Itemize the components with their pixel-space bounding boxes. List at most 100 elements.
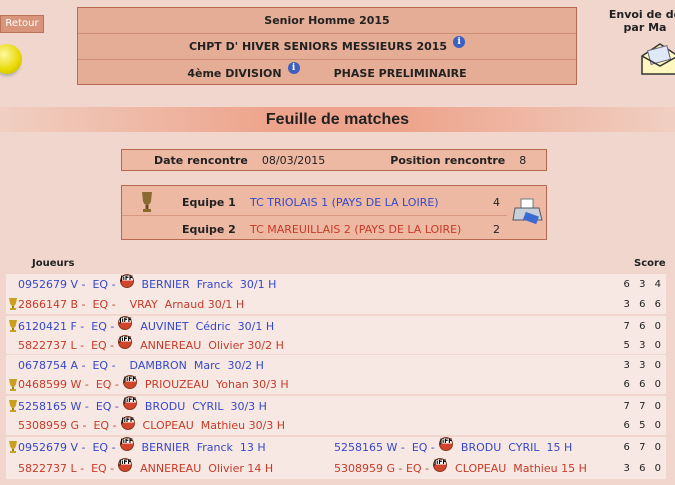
page-title: Feuille de matches bbox=[0, 107, 675, 132]
jiff-badge-icon: JiFF bbox=[120, 415, 135, 430]
player: 5258165 W - EQ - JiFF BRODU CYRIL 30/3 H bbox=[18, 396, 267, 413]
date-value: 08/03/2015 bbox=[261, 153, 326, 167]
phase-label: PHASE PRELIMINAIRE bbox=[333, 66, 467, 80]
position-label: Position rencontre bbox=[390, 153, 506, 167]
player-name[interactable]: BERNIER Franck 30/1 H bbox=[141, 277, 277, 291]
player-name[interactable]: DAMBRON Marc 30/2 H bbox=[129, 358, 264, 372]
player-name[interactable]: PRIOUZEAU Yohan 30/3 H bbox=[144, 378, 289, 391]
jiff-badge-icon: JiFF bbox=[118, 316, 133, 330]
player: 5822737 L - EQ - JiFF ANNEREAU Olivier 14 … bbox=[18, 458, 274, 475]
player-name[interactable]: ANNEREAU Olivier 30/2 H bbox=[140, 338, 284, 352]
licence-number: 2866147 B - EQ - bbox=[18, 297, 116, 311]
licence-number: 0952679 V - EQ - bbox=[18, 440, 116, 454]
jiff-badge-icon: JiFF bbox=[119, 437, 134, 451]
set-scores: 6 5 0 bbox=[623, 420, 664, 431]
player-name[interactable]: BERNIER Franck 13 H bbox=[141, 440, 266, 454]
player: 6120421 F - EQ - JiFF AUVINET Cédric 30/1 … bbox=[18, 316, 275, 333]
licence-number: 5822737 L - EQ - bbox=[18, 461, 115, 475]
set-scores: 3 6 6 bbox=[623, 298, 664, 310]
player: 5258165 W - EQ - JiFF BRODU CYRIL 15 H bbox=[334, 437, 573, 454]
player: 5308959 G - EQ - JiFF CLOPEAU Mathieu 15 H bbox=[334, 458, 587, 475]
jiff-badge-icon: JiFF bbox=[122, 374, 137, 389]
team-2-row: Equipe 2 TC MAREUILLAIS 2 (PAYS DE LA LO… bbox=[122, 216, 507, 242]
player-name[interactable]: ANNEREAU Olivier 14 H bbox=[140, 461, 274, 475]
division-label: 4ème DIVISION bbox=[187, 66, 282, 80]
player: 2866147 B - EQ - VRAY Arnaud 30/1 H bbox=[18, 298, 244, 311]
winner-trophy-icon bbox=[8, 378, 18, 391]
score-column-header: Score bbox=[634, 258, 666, 269]
tennis-ball-icon bbox=[0, 44, 22, 74]
date-label: Date rencontre bbox=[154, 153, 248, 167]
licence-number: 6120421 F - EQ - bbox=[18, 319, 115, 333]
category-title: Senior Homme 2015 bbox=[264, 14, 390, 27]
jiff-badge-icon: JiFF bbox=[433, 458, 448, 472]
match-group: 0678754 A - EQ - DAMBRON Marc 30/2 H 3 3 0… bbox=[6, 355, 666, 394]
set-scores: 5 3 0 bbox=[623, 339, 664, 351]
winner-trophy-icon bbox=[8, 320, 18, 332]
set-scores: 6 6 0 bbox=[623, 379, 664, 390]
set-scores: 3 6 0 bbox=[623, 462, 664, 474]
team-label: Equipe 1 bbox=[182, 196, 236, 209]
team-score: 2 bbox=[493, 222, 500, 236]
teams-box: Equipe 1 TC TRIOLAIS 1 (PAYS DE LA LOIRE… bbox=[121, 185, 547, 240]
player: 0952679 V - EQ - JiFF BERNIER Franck 30/1 … bbox=[18, 274, 277, 291]
licence-number: 5258165 W - EQ - bbox=[334, 440, 435, 454]
envoi-link[interactable]: Envoi de do par Ma bbox=[608, 8, 675, 34]
licence-number: 5308959 G - EQ - bbox=[18, 419, 117, 432]
player: 0952679 V - EQ - JiFF BERNIER Franck 13 H bbox=[18, 437, 266, 454]
player-name[interactable]: BRODU CYRIL 15 H bbox=[460, 440, 573, 454]
team-name[interactable]: TC TRIOLAIS 1 (PAYS DE LA LOIRE) bbox=[250, 196, 439, 209]
trophy-icon bbox=[142, 192, 152, 212]
set-scores: 3 3 0 bbox=[623, 359, 664, 371]
match-line: 5258165 W - EQ - JiFF BRODU CYRIL 30/3 H 7 … bbox=[6, 396, 666, 416]
player-name[interactable]: CLOPEAU Mathieu 30/3 H bbox=[142, 419, 286, 432]
player-name[interactable]: CLOPEAU Mathieu 15 H bbox=[455, 461, 587, 475]
match-line: 0678754 A - EQ - DAMBRON Marc 30/2 H 3 3 0 bbox=[6, 355, 666, 375]
team-score: 4 bbox=[493, 196, 500, 209]
rencontre-info: Date rencontre 08/03/2015 Position renco… bbox=[121, 149, 547, 171]
jiff-badge-icon: JiFF bbox=[118, 458, 133, 472]
player-name[interactable]: VRAY Arnaud 30/1 H bbox=[129, 297, 245, 311]
match-group: 0952679 V - EQ - JiFF BERNIER Franck 30/1 … bbox=[6, 274, 666, 314]
licence-number: 0468599 W - EQ - bbox=[18, 378, 119, 391]
envelope-icon[interactable] bbox=[640, 42, 675, 76]
match-line: 2866147 B - EQ - VRAY Arnaud 30/1 H 3 6 6 bbox=[6, 294, 666, 314]
match-line: 5822737 L - EQ - JiFF ANNEREAU Olivier 14 … bbox=[6, 458, 666, 478]
match-line: 5308959 G - EQ - JiFF CLOPEAU Mathieu 30/3… bbox=[6, 415, 666, 436]
match-line: 6120421 F - EQ - JiFF AUVINET Cédric 30/1 … bbox=[6, 316, 666, 336]
players-column-header: Joueurs bbox=[32, 258, 75, 269]
printer-icon[interactable] bbox=[512, 198, 544, 228]
jiff-badge-icon: JiFF bbox=[438, 437, 453, 451]
winner-trophy-icon bbox=[8, 441, 18, 453]
licence-number: 0678754 A - EQ - bbox=[18, 358, 116, 372]
championship-title: CHPT D' HIVER SENIORS MESSIEURS 2015 bbox=[188, 40, 448, 53]
team-label: Equipe 2 bbox=[182, 222, 236, 236]
player-name[interactable]: BRODU CYRIL 30/3 H bbox=[144, 399, 267, 413]
licence-number: 5258165 W - EQ - bbox=[18, 399, 119, 413]
match-group: 6120421 F - EQ - JiFF AUVINET Cédric 30/1 … bbox=[6, 316, 666, 354]
match-line: 0952679 V - EQ - JiFF BERNIER Franck 30/1 … bbox=[6, 274, 666, 294]
info-icon[interactable]: i bbox=[287, 62, 300, 74]
match-group: 5258165 W - EQ - JiFF BRODU CYRIL 30/3 H 7 … bbox=[6, 396, 666, 435]
team-name[interactable]: TC MAREUILLAIS 2 (PAYS DE LA LOIRE) bbox=[250, 222, 462, 236]
set-scores: 7 6 0 bbox=[623, 320, 664, 332]
player: 0678754 A - EQ - DAMBRON Marc 30/2 H bbox=[18, 359, 264, 372]
licence-number: 5308959 G - EQ - bbox=[334, 461, 430, 475]
winner-trophy-icon bbox=[8, 400, 18, 412]
licence-number: 0952679 V - EQ - bbox=[18, 277, 116, 291]
team-1-row: Equipe 1 TC TRIOLAIS 1 (PAYS DE LA LOIRE… bbox=[122, 190, 507, 216]
set-scores: 6 3 4 bbox=[623, 278, 664, 290]
player: 5822737 L - EQ - JiFF ANNEREAU Olivier 30/… bbox=[18, 335, 284, 352]
jiff-badge-icon: JiFF bbox=[119, 274, 134, 288]
winner-trophy-icon bbox=[8, 298, 18, 310]
match-line: 5822737 L - EQ - JiFF ANNEREAU Olivier 30/… bbox=[6, 335, 666, 355]
retour-button[interactable]: Retour bbox=[0, 15, 44, 33]
competition-header: Senior Homme 2015 CHPT D' HIVER SENIORS … bbox=[77, 7, 577, 85]
licence-number: 5822737 L - EQ - bbox=[18, 338, 115, 352]
player: 5308959 G - EQ - JiFF CLOPEAU Mathieu 30/3… bbox=[18, 415, 286, 433]
set-scores: 6 7 0 bbox=[623, 441, 664, 453]
player: 0468599 W - EQ - JiFF PRIOUZEAU Yohan 30/3… bbox=[18, 374, 289, 392]
player-name[interactable]: AUVINET Cédric 30/1 H bbox=[140, 319, 275, 333]
info-icon[interactable]: i bbox=[453, 35, 466, 48]
